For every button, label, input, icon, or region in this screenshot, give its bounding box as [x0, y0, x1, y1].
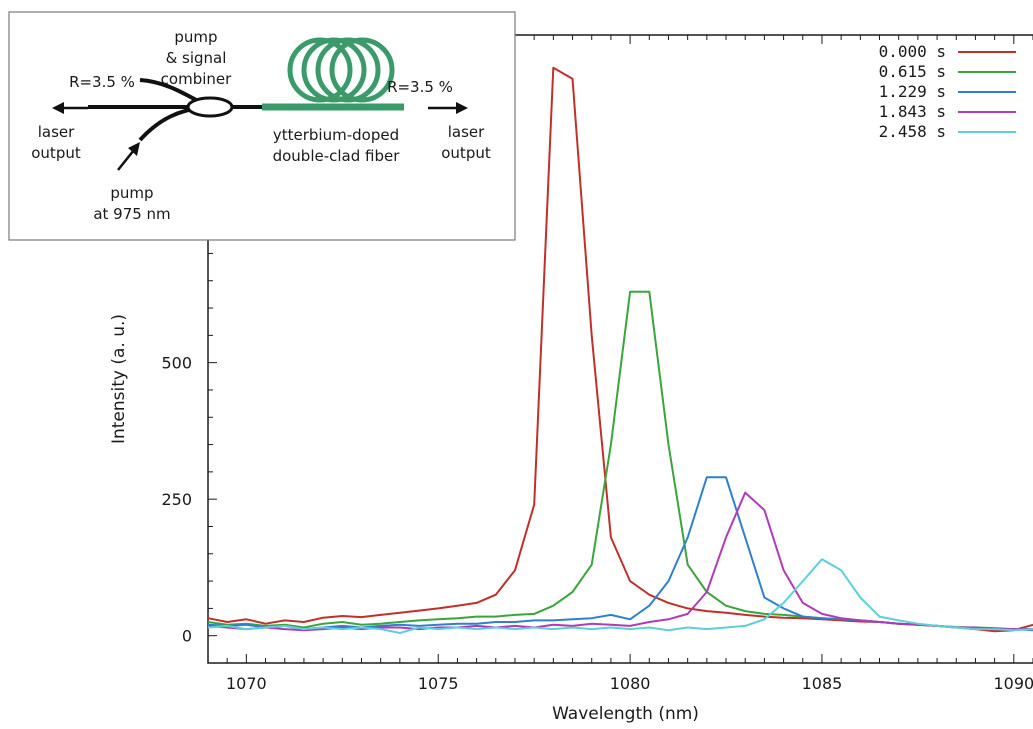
y-tick-label: 500: [161, 354, 192, 373]
pump-label-2: at 975 nm: [93, 205, 170, 223]
legend-label: 0.000 s: [879, 42, 946, 61]
fiber-coil-icon: [287, 37, 395, 103]
legend-label: 1.229 s: [879, 82, 946, 101]
x-tick-label: 1070: [226, 674, 267, 693]
combiner-ellipse: [186, 96, 234, 118]
legend-label: 0.615 s: [879, 62, 946, 81]
plot-frame: [207, 34, 1033, 664]
fiber-label-2: double-clad fiber: [273, 147, 401, 165]
pump-label-1: pump: [110, 184, 153, 202]
y-tick-label: 250: [161, 490, 192, 509]
x-axis-label: Wavelength (nm): [552, 704, 699, 724]
combiner-label-1: pump: [174, 28, 217, 46]
y-axis: 0 250 500: [161, 34, 217, 646]
series-line-2: [207, 476, 1033, 632]
output-left-label-1: laser: [38, 123, 75, 141]
output-right-label-2: output: [441, 144, 491, 162]
combiner-label-3: combiner: [161, 70, 232, 88]
output-right-label-1: laser: [448, 123, 485, 141]
series-line-3: [207, 491, 1033, 632]
x-tick-label: 1085: [802, 674, 843, 693]
reflectivity-right-label: R=3.5 %: [387, 78, 453, 96]
reflectivity-left-label: R=3.5 %: [69, 73, 135, 91]
laser-schematic-inset: pump & signal combiner R=3.5 % R=3.5 % l…: [8, 11, 516, 241]
right-arrow-icon: [456, 102, 468, 114]
output-left-label-2: output: [31, 144, 81, 162]
legend: 0.000 s0.615 s1.229 s1.843 s2.458 s: [879, 42, 1016, 141]
series-lines: [207, 66, 1033, 634]
left-arrow-icon: [52, 102, 64, 114]
pump-arrow-icon: [128, 142, 140, 156]
series-line-4: [207, 558, 1033, 634]
legend-label: 1.843 s: [879, 102, 946, 121]
x-tick-label: 1080: [610, 674, 651, 693]
y-tick-label: 0: [182, 627, 192, 646]
combiner-label-2: & signal: [166, 49, 227, 67]
pump-arrow-line: [117, 149, 135, 171]
legend-label: 2.458 s: [879, 122, 946, 141]
y-axis-label: Intensity (a. u.): [109, 314, 129, 444]
x-tick-label: 1090: [993, 674, 1033, 693]
fiber-label-1: ytterbium-doped: [273, 126, 399, 144]
plot-area: 1070 1075 1080 1085 1090 0 250 500: [161, 34, 1033, 693]
inset-frame: [8, 11, 516, 241]
x-tick-label: 1075: [418, 674, 459, 693]
series-line-1: [207, 290, 1033, 631]
